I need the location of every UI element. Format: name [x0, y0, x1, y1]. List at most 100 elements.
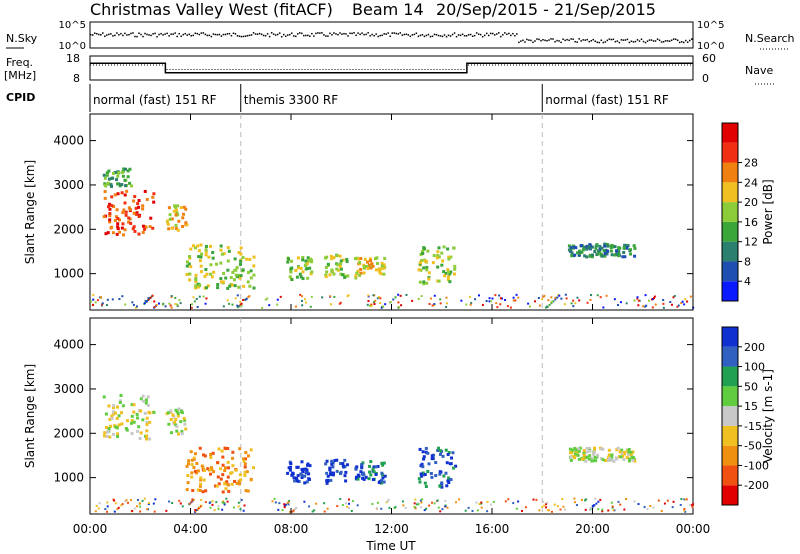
- ground-scatter-cell: [211, 500, 214, 503]
- echo-cell: [111, 432, 115, 436]
- nsky-point: [520, 40, 522, 42]
- ground-scatter-cell: [370, 303, 373, 306]
- nsky-point: [562, 38, 564, 40]
- echo-cell: [570, 254, 574, 258]
- nsky-point: [610, 38, 613, 41]
- x-tick-label: 04:00: [173, 522, 208, 536]
- nsky-point: [600, 39, 603, 42]
- ground-scatter-cell: [146, 508, 149, 511]
- echo-cell: [226, 246, 230, 250]
- echo-cell: [424, 446, 428, 450]
- ground-scatter-cell: [556, 296, 559, 299]
- echo-cell: [128, 208, 132, 212]
- nsky-point: [148, 34, 150, 36]
- echo-cell: [447, 270, 451, 274]
- echo-cell: [103, 434, 107, 438]
- cpid-segment-label: normal (fast) 151 RF: [93, 93, 217, 107]
- colorbar-tick-label: -50: [744, 440, 762, 453]
- echo-cell: [423, 247, 427, 251]
- ground-scatter-cell: [671, 506, 674, 509]
- ground-scatter-cell: [436, 499, 439, 502]
- ground-scatter-cell: [223, 503, 226, 506]
- ground-scatter-cell: [266, 297, 269, 300]
- ground-scatter-cell: [558, 294, 561, 297]
- nsky-point: [152, 33, 154, 35]
- echo-cell: [300, 468, 304, 472]
- echo-cell: [221, 490, 225, 494]
- echo-cell: [600, 254, 604, 258]
- nsky-point: [489, 32, 492, 35]
- ground-scatter-cell: [136, 498, 139, 501]
- echo-cell: [345, 260, 349, 264]
- echo-cell: [112, 404, 116, 408]
- ground-scatter-cell: [104, 508, 107, 511]
- ground-scatter-cell: [121, 503, 124, 506]
- ground-scatter-cell: [599, 296, 602, 299]
- echo-cell: [177, 219, 181, 223]
- ground-scatter-cell: [339, 498, 342, 501]
- nsky-point: [608, 38, 611, 40]
- echo-cell: [216, 461, 220, 465]
- nsky-point: [375, 33, 377, 35]
- ground-scatter-cell: [489, 300, 492, 303]
- echo-cell: [175, 429, 179, 433]
- ground-scatter-cell: [303, 298, 306, 301]
- echo-cell: [246, 454, 250, 458]
- colorbar-tick-label: 20: [744, 196, 758, 209]
- ground-scatter-cell: [501, 297, 504, 300]
- echo-cell: [420, 259, 424, 263]
- ground-scatter-cell: [494, 294, 497, 297]
- echo-cell: [174, 408, 178, 412]
- ground-scatter-cell: [157, 302, 160, 305]
- echo-cell: [616, 248, 620, 252]
- echo-cell: [198, 259, 202, 263]
- echo-cell: [376, 464, 380, 468]
- ground-scatter-cell: [517, 500, 520, 503]
- nsky-point: [262, 34, 265, 37]
- ground-scatter-cell: [164, 305, 167, 308]
- ground-scatter-cell: [121, 295, 124, 298]
- echo-cell: [238, 276, 242, 280]
- echo-cell: [449, 478, 453, 482]
- echo-cell: [578, 446, 582, 450]
- nsky-point: [208, 34, 211, 37]
- echo-cell: [343, 474, 347, 478]
- echo-cell: [576, 251, 580, 255]
- echo-cell: [209, 466, 213, 470]
- nsky-point: [506, 33, 508, 36]
- echo-cell: [122, 233, 126, 237]
- echo-cell: [170, 431, 174, 435]
- date-range: 20/Sep/2015 - 21/Sep/2015: [436, 0, 656, 19]
- ground-scatter-cell: [415, 503, 418, 506]
- echo-cell: [222, 271, 226, 275]
- echo-cell: [585, 455, 589, 459]
- echo-cell: [335, 254, 339, 258]
- ground-scatter-cell: [547, 299, 550, 302]
- echo-cell: [302, 467, 306, 471]
- echo-cell: [219, 248, 223, 252]
- echo-cell: [185, 264, 189, 268]
- echo-cell: [207, 255, 211, 259]
- echo-cell: [138, 436, 142, 440]
- echo-cell: [373, 257, 377, 261]
- echo-cell: [306, 256, 310, 260]
- echo-cell: [122, 208, 126, 212]
- echo-cell: [381, 473, 385, 477]
- echo-cell: [432, 254, 436, 258]
- ground-scatter-cell: [560, 297, 563, 300]
- echo-cell: [175, 208, 179, 212]
- echo-cell: [130, 419, 134, 423]
- ground-scatter-cell: [170, 306, 173, 309]
- nsky-trace: [90, 32, 693, 44]
- echo-cell: [189, 265, 193, 269]
- ground-scatter-cell: [384, 303, 387, 306]
- echo-cell: [301, 258, 305, 262]
- echo-cell: [445, 461, 449, 465]
- ground-scatter-cell: [287, 501, 290, 504]
- nsky-point: [198, 33, 201, 36]
- echo-cell: [345, 258, 349, 262]
- nsky-point: [626, 38, 629, 41]
- nave-line: [90, 64, 693, 70]
- nsky-point: [463, 35, 466, 37]
